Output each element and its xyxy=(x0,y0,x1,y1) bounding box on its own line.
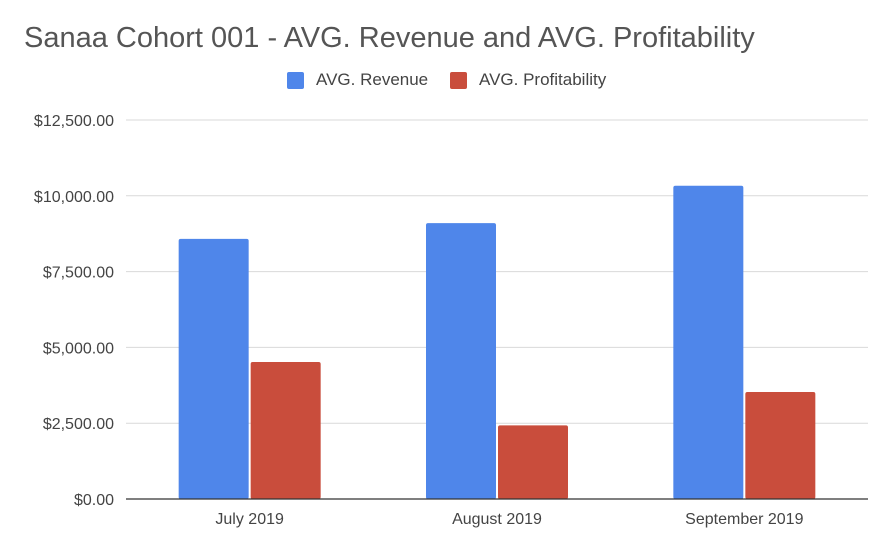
legend-swatch-profitability xyxy=(450,71,467,89)
bar-profitability xyxy=(745,391,816,499)
bar-revenue xyxy=(673,185,744,499)
bar-revenue xyxy=(426,223,496,499)
legend-item-profitability[interactable]: AVG. Profitability xyxy=(450,70,606,90)
y-tick-label: $10,000.00 xyxy=(34,189,114,206)
chart-title: Sanaa Cohort 001 - AVG. Revenue and AVG.… xyxy=(24,22,755,54)
x-tick-label: July 2019 xyxy=(215,511,284,528)
y-tick-label: $7,500.00 xyxy=(43,265,114,282)
y-tick-label: $2,500.00 xyxy=(43,416,114,433)
x-tick-label: August 2019 xyxy=(452,511,542,528)
bar-revenue xyxy=(178,238,249,499)
legend-label-revenue: AVG. Revenue xyxy=(316,70,429,89)
legend-swatch-revenue xyxy=(287,71,304,89)
y-tick-label: $12,500.00 xyxy=(34,113,114,130)
bar-profitability xyxy=(498,425,568,499)
legend-item-revenue[interactable]: AVG. Revenue xyxy=(287,70,428,90)
x-tick-label: September 2019 xyxy=(685,511,803,528)
y-tick-label: $5,000.00 xyxy=(43,340,114,357)
legend: AVG. Revenue AVG. Profitability xyxy=(0,70,896,94)
bar-profitability xyxy=(250,361,321,499)
y-tick-label: $0.00 xyxy=(74,492,114,509)
legend-label-profitability: AVG. Profitability xyxy=(479,70,607,89)
